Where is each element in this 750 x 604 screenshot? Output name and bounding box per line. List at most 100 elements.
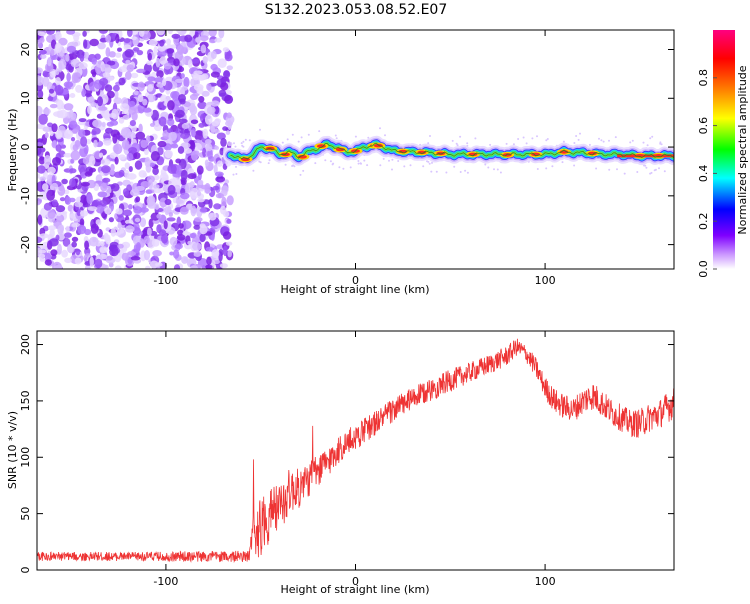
noise-blob — [55, 144, 62, 152]
noise-blob — [216, 160, 223, 167]
noise-blob — [183, 101, 191, 108]
noise-speckle — [427, 160, 430, 163]
noise-speckle — [302, 169, 305, 172]
snr-frame — [36, 330, 675, 571]
noise-blob — [134, 186, 145, 191]
noise-blob — [170, 143, 179, 149]
noise-blob — [71, 241, 77, 248]
noise-blob — [85, 138, 92, 145]
noise-blob — [155, 57, 161, 68]
noise-speckle — [268, 159, 271, 162]
noise-blob — [44, 62, 54, 73]
noise-speckle — [429, 135, 431, 137]
noise-speckle — [456, 144, 459, 147]
noise-blob — [79, 218, 85, 226]
noise-blob — [179, 206, 189, 215]
noise-blob — [64, 257, 72, 264]
noise-blob — [145, 135, 151, 143]
colorbar-label: Normalized spectral amplitude — [736, 65, 749, 234]
ridge-hotspot-core — [297, 155, 307, 159]
noise-blob — [102, 177, 111, 183]
noise-blob — [175, 109, 185, 118]
noise-blob — [123, 44, 132, 51]
noise-blob — [105, 127, 113, 134]
noise-blob — [106, 255, 113, 261]
noise-speckle — [354, 135, 357, 138]
snr-ytick-label: 50 — [19, 507, 32, 521]
noise-speckle — [579, 132, 581, 135]
noise-blob — [56, 133, 62, 138]
noise-blob — [225, 241, 233, 246]
noise-blob — [119, 229, 125, 234]
spectrogram-ytick-label: 20 — [19, 43, 32, 57]
noise-blob — [75, 84, 83, 93]
noise-blob — [168, 131, 177, 142]
noise-blob — [37, 173, 41, 179]
noise-blob — [42, 183, 49, 191]
noise-blob — [194, 130, 204, 141]
noise-blob — [118, 117, 125, 124]
noise-blob — [37, 142, 43, 147]
noise-blob — [85, 30, 90, 34]
noise-blob — [220, 205, 227, 215]
noise-blob — [193, 224, 201, 230]
noise-blob — [178, 118, 188, 124]
noise-blob — [130, 189, 140, 197]
noise-blob — [208, 30, 217, 37]
ridge-hotspot-core — [559, 150, 569, 154]
noise-blob — [227, 250, 232, 258]
noise-blob — [183, 76, 190, 88]
noise-blob — [51, 199, 58, 207]
noise-speckle — [267, 162, 270, 165]
noise-speckle — [281, 141, 284, 144]
noise-blob — [105, 34, 112, 43]
noise-blob — [197, 198, 205, 203]
noise-blob — [199, 207, 208, 213]
noise-blob — [153, 184, 160, 189]
noise-blob — [89, 256, 94, 268]
noise-blob — [121, 127, 132, 139]
noise-blob — [202, 128, 209, 139]
snr-ticks: -100 0 100 0 50 100 150 200 — [19, 331, 674, 588]
noise-blob — [161, 233, 168, 244]
snr-plot-area — [37, 338, 674, 563]
noise-blob — [220, 137, 227, 147]
noise-blob — [124, 49, 135, 58]
noise-blob — [158, 116, 167, 127]
noise-blob — [102, 72, 111, 78]
noise-blob — [177, 229, 184, 236]
noise-blob — [147, 52, 152, 61]
noise-blob — [185, 182, 193, 192]
noise-blob — [39, 233, 49, 239]
noise-blob — [215, 193, 224, 199]
noise-blob — [120, 219, 127, 226]
noise-blob — [89, 155, 96, 166]
noise-blob — [143, 63, 152, 74]
noise-blob — [125, 225, 135, 233]
noise-speckle — [384, 134, 386, 137]
ridge-hotspot-core — [335, 147, 345, 152]
noise-blob — [183, 147, 192, 154]
noise-blob — [122, 115, 130, 120]
noise-speckle — [660, 143, 663, 146]
noise-speckle — [430, 170, 433, 173]
noise-speckle — [623, 172, 626, 175]
noise-blob — [138, 123, 143, 134]
noise-blob — [133, 47, 140, 52]
noise-speckle — [608, 168, 611, 171]
noise-blob — [140, 139, 148, 149]
noise-blob — [110, 163, 115, 172]
noise-blob — [197, 190, 202, 197]
noise-speckle — [332, 162, 335, 165]
noise-blob — [194, 31, 199, 38]
noise-blob — [44, 132, 49, 139]
noise-blob — [170, 44, 177, 49]
noise-blob — [126, 152, 134, 162]
noise-speckle — [338, 166, 341, 169]
noise-blob — [210, 71, 220, 78]
noise-blob — [196, 86, 204, 95]
noise-blob — [222, 126, 228, 131]
noise-blob — [42, 70, 48, 77]
noise-blob — [195, 37, 201, 43]
noise-blob — [142, 107, 152, 113]
